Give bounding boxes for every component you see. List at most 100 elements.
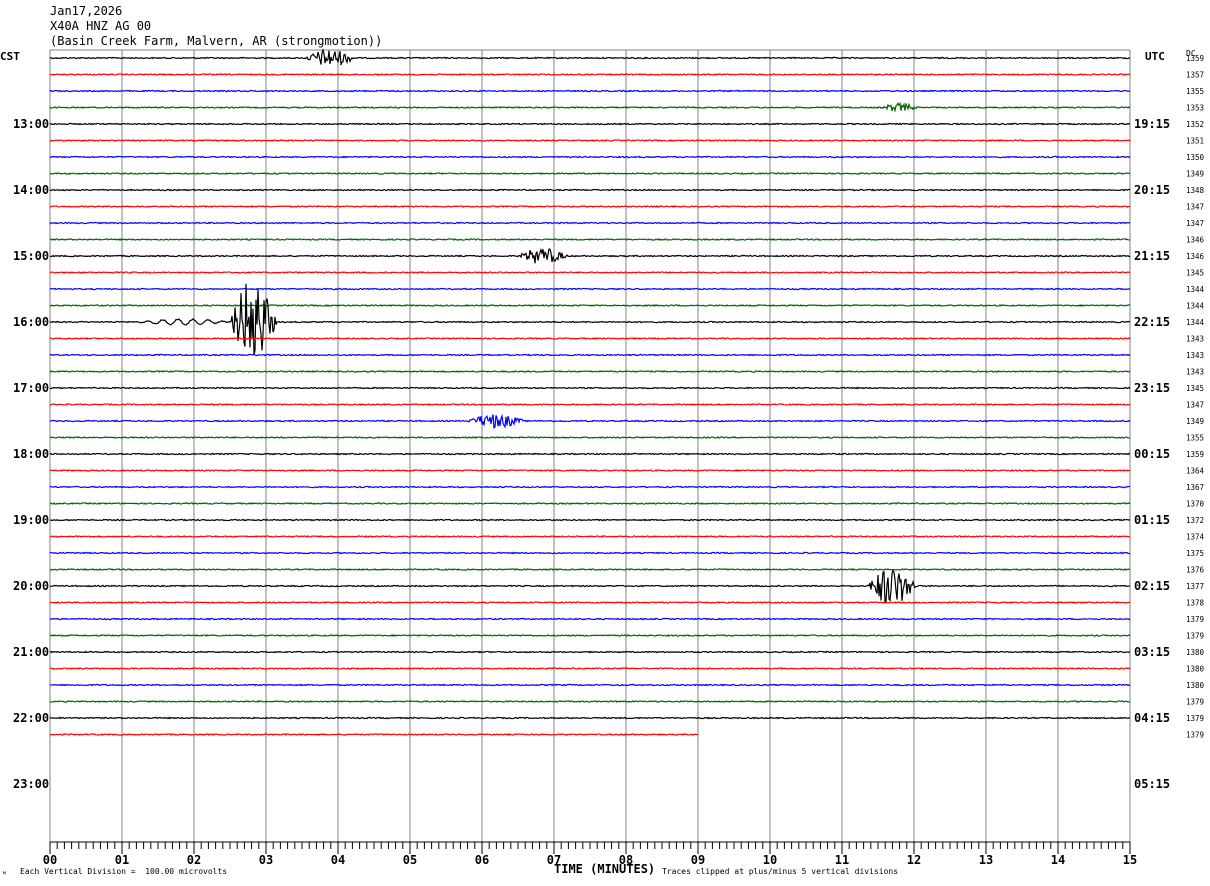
time-labels: 1359 1357 1355 1353 1352 1351 1350 1349 1348 1347…	[13, 54, 1205, 791]
x-tick-label: 04	[331, 853, 345, 867]
x-tick-label: 13	[979, 853, 993, 867]
dc-offset-label: 1375	[1186, 549, 1204, 558]
right-hour-label: 19:15	[1134, 117, 1170, 131]
trace-line	[49, 469, 1131, 472]
x-tick-label: 05	[403, 853, 417, 867]
trace-line	[49, 287, 1131, 291]
trace-line	[49, 188, 1131, 192]
dc-offset-label: 1343	[1186, 368, 1204, 377]
trace-line	[49, 436, 1131, 439]
trace-line	[49, 205, 1131, 209]
dc-offset-label: 1345	[1186, 269, 1204, 278]
trace-line	[49, 700, 1131, 703]
dc-offset-label: 1348	[1186, 186, 1205, 195]
trace-line	[49, 271, 1131, 274]
trace-line	[49, 518, 1131, 522]
trace-line	[49, 122, 1131, 126]
dc-offset-label: 1347	[1186, 401, 1204, 410]
x-tick-label: 08	[619, 853, 633, 867]
dc-offset-label: 1380	[1186, 665, 1205, 674]
trace-line	[49, 304, 1131, 307]
right-hour-label: 23:15	[1134, 381, 1170, 395]
left-hour-label: 17:00	[13, 381, 49, 395]
clipping-note: Traces clipped at plus/minus 5 vertical …	[662, 867, 899, 876]
trace-line	[49, 101, 1131, 113]
dc-offset-label: 1345	[1186, 384, 1204, 393]
right-hour-label: 02:15	[1134, 579, 1170, 593]
right-hour-label: 05:15	[1134, 777, 1170, 791]
left-hour-label: 14:00	[13, 183, 49, 197]
dc-offset-label: 1355	[1186, 434, 1204, 443]
trace-line	[49, 666, 1131, 670]
dc-offset-label: 1344	[1186, 318, 1205, 327]
dc-offset-label: 1343	[1186, 351, 1204, 360]
dc-offset-label: 1379	[1186, 698, 1204, 707]
dc-offset-label: 1379	[1186, 615, 1204, 624]
trace-line	[49, 139, 1131, 142]
x-tick-label: 07	[547, 853, 561, 867]
trace-line	[49, 48, 1131, 66]
right-hour-label: 20:15	[1134, 183, 1170, 197]
dc-offset-label: 1343	[1186, 335, 1204, 344]
x-tick-label: 02	[187, 853, 201, 867]
trace-line	[49, 89, 1131, 93]
trace-line	[49, 337, 1131, 340]
trace-line	[49, 172, 1131, 175]
dc-offset-label: 1380	[1186, 681, 1205, 690]
dc-offset-label: 1379	[1186, 731, 1204, 740]
left-hour-label: 13:00	[13, 117, 49, 131]
x-tick-label: 00	[43, 853, 57, 867]
left-hour-label: 15:00	[13, 249, 49, 263]
dc-offset-label: 1349	[1186, 417, 1204, 426]
dc-offset-label: 1351	[1186, 137, 1204, 146]
dc-offset-label: 1379	[1186, 714, 1204, 723]
dc-offset-label: 1379	[1186, 632, 1204, 641]
trace-line	[49, 73, 1131, 76]
dc-offset-label: 1376	[1186, 566, 1205, 575]
left-hour-label: 23:00	[13, 777, 49, 791]
dc-offset-label: 1359	[1186, 54, 1204, 63]
x-tick-label: 01	[115, 853, 129, 867]
trace-line	[49, 733, 699, 737]
x-tick-label: 15	[1123, 853, 1137, 867]
dc-offset-label: 1374	[1186, 533, 1205, 542]
dc-offset-label: 1359	[1186, 450, 1204, 459]
x-tick-label: 14	[1051, 853, 1065, 867]
trace-line	[49, 238, 1131, 241]
right-hour-label: 22:15	[1134, 315, 1170, 329]
dc-offset-label: 1352	[1186, 120, 1204, 129]
station-id: X40A HNZ AG 00	[50, 19, 152, 33]
footer-logo-mark: ᴹ	[2, 870, 7, 879]
left-hour-label: 18:00	[13, 447, 49, 461]
x-tick-label: 03	[259, 853, 273, 867]
trace-line	[49, 221, 1131, 225]
trace-line	[49, 413, 1131, 429]
left-timezone-label: CST	[0, 50, 20, 63]
x-tick-label: 06	[475, 853, 489, 867]
dc-offset-label: 1353	[1186, 104, 1204, 113]
x-axis: 00 01 02 03 04 05 06 07 08 09 10 11 12 13 14 15	[43, 841, 1137, 867]
right-hour-label: 00:15	[1134, 447, 1170, 461]
left-hour-label: 19:00	[13, 513, 49, 527]
trace-line	[49, 247, 1131, 264]
trace-line	[49, 485, 1131, 489]
trace-line	[49, 601, 1131, 604]
trace-line	[49, 283, 1131, 355]
dc-offset-label: 1370	[1186, 500, 1205, 509]
dc-offset-label: 1344	[1186, 302, 1205, 311]
trace-line	[49, 716, 1131, 720]
trace-line	[49, 617, 1131, 621]
trace-line	[49, 650, 1131, 654]
trace-line	[49, 403, 1131, 406]
left-hour-label: 20:00	[13, 579, 49, 593]
dc-column-label: DC	[1186, 49, 1196, 58]
left-hour-label: 21:00	[13, 645, 49, 659]
trace-lines	[49, 48, 1131, 737]
dc-offset-label: 1350	[1186, 153, 1205, 162]
x-axis-label: TIME (MINUTES)	[554, 862, 656, 876]
x-tick-label: 09	[691, 853, 705, 867]
dc-offset-label: 1364	[1186, 467, 1205, 476]
dc-offset-label: 1347	[1186, 203, 1204, 212]
trace-line	[49, 502, 1131, 505]
dc-offset-label: 1377	[1186, 582, 1204, 591]
